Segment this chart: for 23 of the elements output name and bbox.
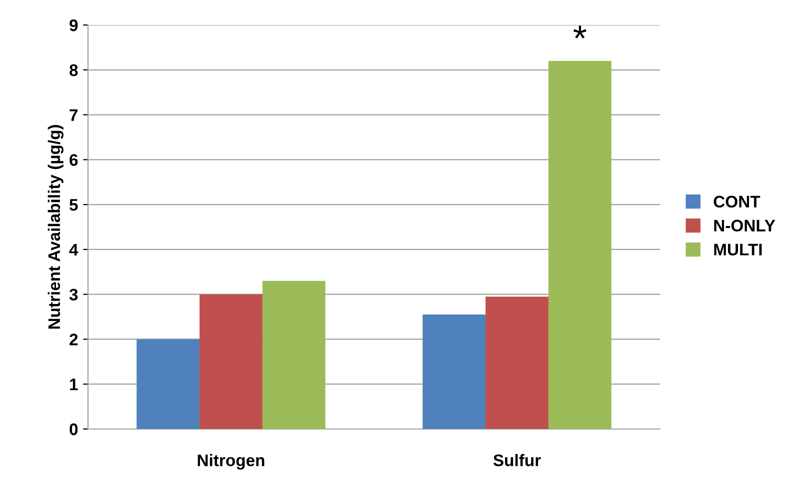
y-tick-label: 9 [70,19,78,32]
y-tick-label: 3 [69,288,78,301]
y-axis-title: Nutrient Availability (µg/g) [48,125,64,329]
y-tick-label: 5 [70,199,78,211]
y-tick-label: 2 [70,334,78,346]
x-tick-label: Nitrogen [198,454,264,470]
y-tick-label: 4 [69,244,78,256]
y-tick-label: 8 [70,64,78,76]
annotation: * [573,26,586,38]
legend-label: N-ONLY [714,220,776,232]
y-tick-label: 6 [70,154,78,166]
bar [422,314,486,429]
y-tick-label: 1 [70,378,78,390]
legend-label: CONT [714,196,760,208]
bar [486,296,548,429]
x-tick-label: Sulfur [493,454,541,466]
bar [136,339,200,429]
bar [548,60,612,429]
legend-label: MULTI [714,244,762,256]
bar [262,280,326,429]
bar [200,294,262,429]
y-tick-label: 7 [70,109,78,121]
y-tick-label: 0 [70,423,78,436]
